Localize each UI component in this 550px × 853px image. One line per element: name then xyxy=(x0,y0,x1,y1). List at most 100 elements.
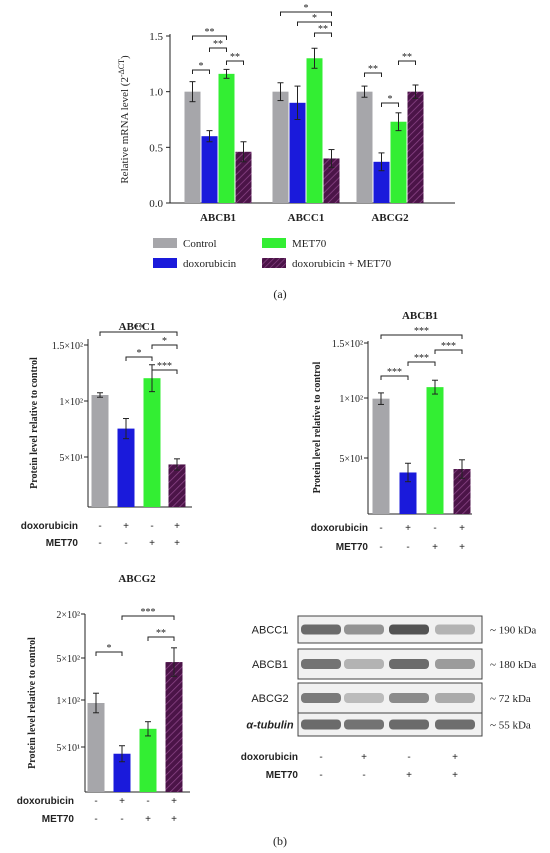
bar-abcc1-1 xyxy=(289,102,306,203)
blot-band xyxy=(344,693,384,703)
significance-bracket xyxy=(192,35,227,40)
blot-row-value: + xyxy=(452,752,458,763)
legend: Control MET70 doxorubicin doxorubicin + MET… xyxy=(153,238,392,270)
abcg2-protein-chart: ABCG2 5×10¹ 1×10² 5×10² 2×10² Protein level r… xyxy=(17,573,190,825)
bar-abcc1-2 xyxy=(306,58,323,204)
blot-row-label-met70: MET70 xyxy=(266,770,299,781)
blot-row-value: - xyxy=(362,770,365,781)
bar-abcg2-2 xyxy=(390,121,407,203)
significance-label: *** xyxy=(387,367,402,378)
category-label: ABCG2 xyxy=(371,212,409,224)
significance-label: * xyxy=(388,94,393,105)
y-axis-label: Protein level relative to control xyxy=(29,357,40,489)
row-value: - xyxy=(406,542,409,553)
row-label-doxorubicin: doxorubicin xyxy=(21,521,78,532)
y-tick-label: 1×10² xyxy=(339,394,363,405)
blot-row-value: - xyxy=(319,770,322,781)
significance-label: ** xyxy=(134,323,144,334)
chart-title: ABCC1 xyxy=(119,321,156,333)
legend-label: doxorubicin xyxy=(183,258,237,270)
legend-label: MET70 xyxy=(292,238,327,250)
bar-0 xyxy=(372,398,390,514)
row-value: - xyxy=(94,796,97,807)
y-tick-label: 0.5 xyxy=(149,142,163,154)
abcc1-protein-chart: ABCC1 5×10¹ 1×10² 1.5×10² Protein level rela… xyxy=(21,321,192,549)
chart-title: ABCB1 xyxy=(402,310,438,322)
y-tick-label: 1.5 xyxy=(149,31,163,43)
bar-2 xyxy=(139,728,157,792)
y-axis-label-main: Relative mRNA level (2 xyxy=(119,77,131,184)
row-value: + xyxy=(459,523,465,534)
row-label-doxorubicin: doxorubicin xyxy=(17,796,74,807)
bar-abcb1-3 xyxy=(235,151,252,203)
significance-bracket xyxy=(364,72,382,77)
blot-band xyxy=(389,659,429,669)
bar-0 xyxy=(87,703,105,792)
significance-bracket xyxy=(434,349,463,354)
bar-abcc1-3 xyxy=(323,158,340,203)
bar-abcg2-0 xyxy=(356,91,373,203)
y-tick-label: 5×10¹ xyxy=(56,743,80,754)
y-axis-label-tail: ) xyxy=(119,55,131,59)
row-value: + xyxy=(432,542,438,553)
category-label: ABCC1 xyxy=(288,212,325,224)
y-tick-label: 1.0 xyxy=(149,87,163,99)
significance-label: * xyxy=(199,61,204,72)
significance-label: ** xyxy=(205,27,215,38)
blot-row-label: ABCB1 xyxy=(252,659,288,671)
blot-row-value: + xyxy=(406,770,412,781)
y-tick-label: 1.5×10² xyxy=(332,339,363,350)
significance-bracket xyxy=(380,334,463,339)
bar-abcb1-2 xyxy=(218,73,235,203)
row-value: - xyxy=(379,523,382,534)
blot-kda-label: ~ 190 kDa xyxy=(490,625,536,637)
significance-bracket xyxy=(407,361,436,366)
row-value: + xyxy=(123,521,129,532)
significance-label: *** xyxy=(414,326,429,337)
significance-label: * xyxy=(162,336,167,347)
blot-row-value: + xyxy=(452,770,458,781)
blot-band xyxy=(344,624,384,635)
bar-2 xyxy=(426,387,444,514)
blot-kda-label: ~ 72 kDa xyxy=(490,693,531,705)
bar-1 xyxy=(113,753,131,792)
chart-title: ABCG2 xyxy=(118,573,156,585)
blot-kda-label: ~ 180 kDa xyxy=(490,659,536,671)
significance-bracket xyxy=(297,21,332,26)
row-value: + xyxy=(171,796,177,807)
blot-band xyxy=(389,693,429,703)
bar-abcg2-1 xyxy=(373,161,390,203)
significance-bracket xyxy=(125,356,153,361)
row-label-doxorubicin: doxorubicin xyxy=(311,523,368,534)
significance-label: ** xyxy=(213,39,223,50)
significance-bracket xyxy=(147,636,175,641)
row-value: + xyxy=(145,814,151,825)
row-value: + xyxy=(119,796,125,807)
blot-row-label: ABCG2 xyxy=(251,693,288,705)
blot-row-label: α-tubulin xyxy=(246,720,293,732)
legend-swatch xyxy=(262,258,286,268)
significance-bracket xyxy=(381,102,399,107)
blot-band xyxy=(389,624,429,635)
bar-abcb1-1 xyxy=(201,136,218,203)
row-value: - xyxy=(94,814,97,825)
abcb1-protein-chart: ABCB1 5×10¹ 1×10² 1.5×10² Protein level rela… xyxy=(311,310,472,553)
row-value: - xyxy=(433,523,436,534)
significance-label: * xyxy=(137,348,142,359)
y-tick-label: 1×10² xyxy=(56,696,80,707)
legend-swatch xyxy=(153,238,177,248)
row-value: - xyxy=(120,814,123,825)
row-value: + xyxy=(174,538,180,549)
significance-bracket xyxy=(380,375,409,380)
significance-label: ** xyxy=(402,52,412,63)
row-label-met70: MET70 xyxy=(336,542,369,553)
blot-band xyxy=(301,719,341,730)
row-value: + xyxy=(174,521,180,532)
blot-kda-label: ~ 55 kDa xyxy=(490,720,531,732)
significance-bracket xyxy=(314,32,332,37)
bar-3 xyxy=(453,469,471,514)
blot-band xyxy=(435,659,475,669)
category-label: ABCB1 xyxy=(200,212,236,224)
y-tick-label: 5×10¹ xyxy=(59,453,83,464)
